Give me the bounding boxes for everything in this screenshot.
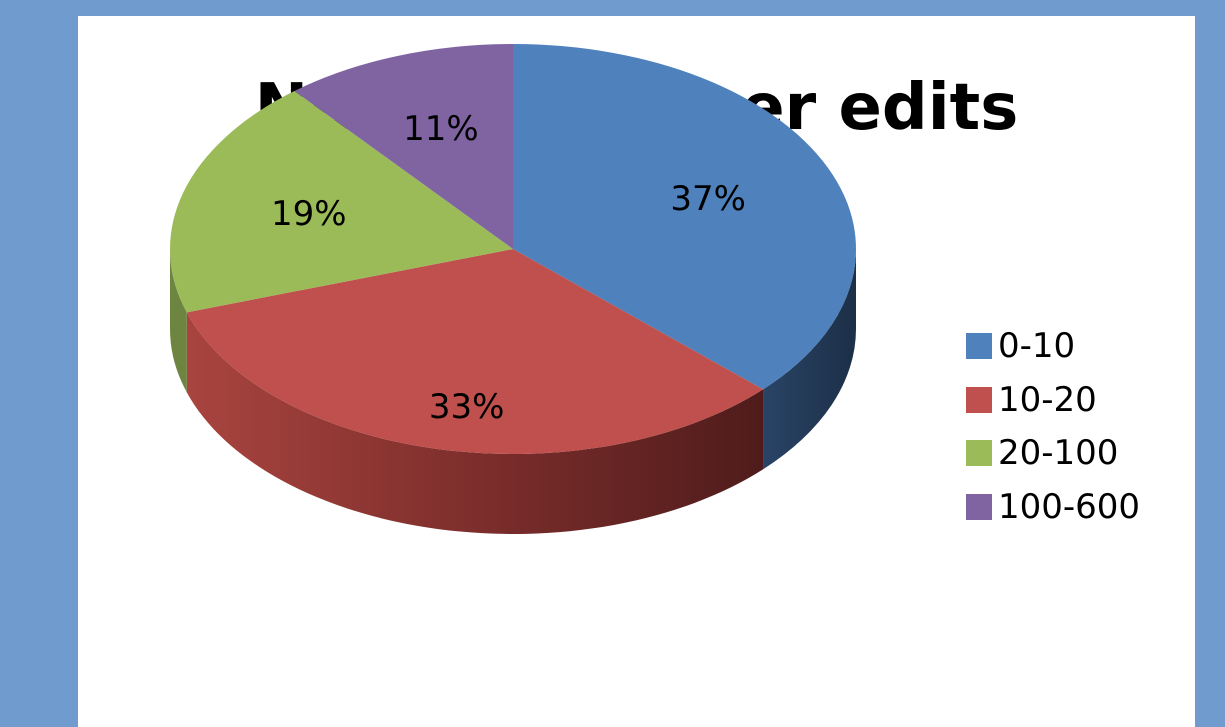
legend-label: 20-100	[998, 433, 1119, 473]
legend-item-0-10: 0-10	[966, 326, 1140, 366]
chart-canvas: Number of user edits 37%33%19%11% 0-10 1…	[78, 16, 1195, 727]
legend-swatch-10-20	[966, 386, 992, 413]
pie-chart	[170, 44, 857, 535]
data-label-10-20: 33%	[428, 387, 505, 428]
data-label-20-100: 19%	[270, 193, 347, 234]
pie-side-20-100	[170, 249, 187, 393]
legend-label: 10-20	[998, 379, 1097, 420]
legend-item-100-600: 100-600	[966, 487, 1140, 527]
data-label-0-10: 37%	[670, 178, 746, 219]
legend-item-20-100: 20-100	[966, 433, 1140, 473]
pie-slice-0-10	[513, 44, 857, 390]
legend-swatch-0-10	[966, 333, 992, 359]
legend-swatch-20-100	[966, 440, 992, 466]
pie-slice-20-100	[170, 91, 513, 313]
legend-item-10-20: 10-20	[966, 380, 1140, 420]
pie-slice-10-20	[186, 249, 764, 455]
legend-label: 0-10	[998, 326, 1076, 366]
legend: 0-10 10-20 20-100 100-600	[966, 326, 1140, 540]
legend-swatch-100-600	[966, 493, 992, 520]
pie-side-10-20	[186, 312, 764, 535]
pie-side-0-10	[763, 249, 856, 470]
legend-label: 100-600	[998, 486, 1141, 527]
pie-slice-100-600	[294, 44, 513, 249]
data-label-100-600: 11%	[403, 109, 479, 150]
